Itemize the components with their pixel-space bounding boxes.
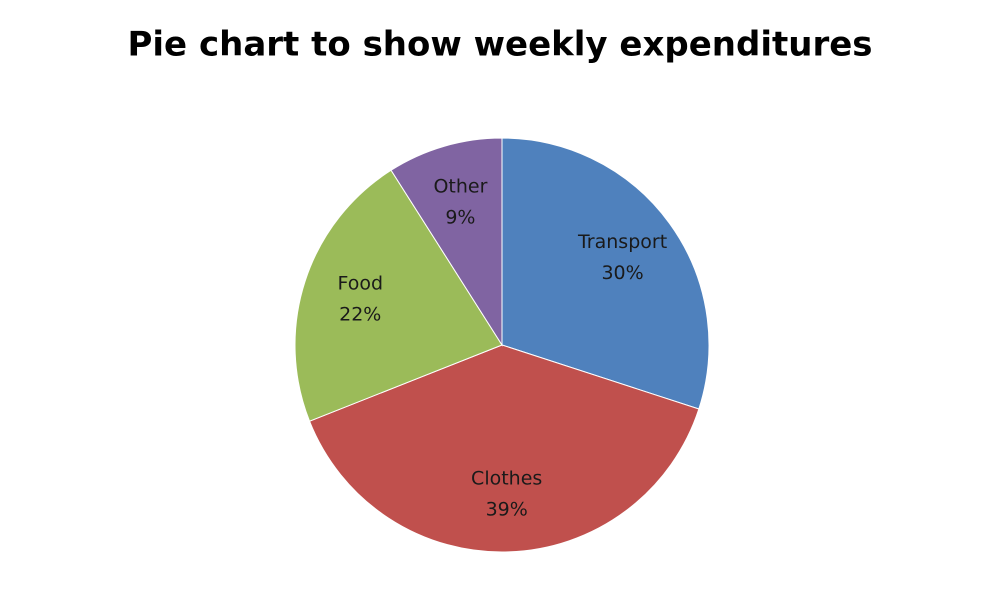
- pie-slice: [308, 344, 700, 553]
- pie-slice: [390, 137, 503, 347]
- slice-category: Clothes: [471, 467, 542, 489]
- slice-value: 9%: [445, 206, 475, 228]
- slice-value: 22%: [339, 303, 381, 325]
- pie-slice: [294, 169, 503, 422]
- slice-value: 30%: [601, 262, 643, 284]
- slice-category: Food: [337, 272, 383, 294]
- slice-category: Transport: [577, 231, 667, 253]
- chart-title: Pie chart to show weekly expenditures: [127, 25, 872, 65]
- slice-category: Other: [433, 175, 487, 197]
- slice-value: 39%: [486, 498, 528, 520]
- pie-slice: [501, 137, 710, 410]
